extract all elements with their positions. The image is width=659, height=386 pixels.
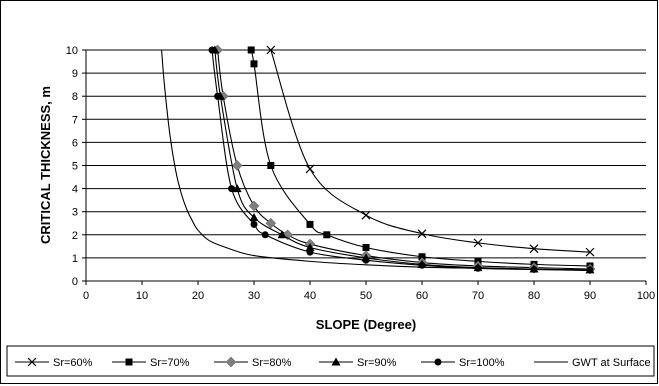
y-axis-title: CRITICAL THICKNESS, m	[38, 86, 53, 244]
legend-label: Sr=80%	[252, 357, 292, 369]
series-6	[161, 49, 591, 272]
y-tick-label: 10	[66, 45, 78, 57]
data-point	[214, 92, 222, 100]
legend: Sr=60% Sr=70% Sr=80% Sr=90% Sr=100% GWT at Su…	[15, 356, 651, 369]
x-tick-label: 50	[360, 290, 372, 302]
data-point	[247, 46, 255, 54]
legend-marker	[225, 356, 237, 368]
x-tick-label: 70	[472, 290, 484, 302]
y-tick-label: 3	[72, 207, 78, 219]
data-point	[305, 243, 315, 252]
data-point	[585, 247, 595, 257]
y-tick-label: 5	[72, 161, 78, 173]
legend-marker	[27, 357, 37, 367]
data-point	[417, 229, 427, 239]
data-point	[361, 210, 371, 220]
data-point	[305, 164, 315, 174]
legend-marker	[434, 358, 442, 366]
data-point	[231, 160, 243, 171]
data-point	[248, 200, 260, 212]
legend-label: Sr=60%	[53, 357, 93, 369]
legend-label: GWT at Surface	[572, 357, 651, 369]
series-line	[270, 49, 591, 253]
x-tick-label: 0	[83, 290, 89, 302]
data-point	[267, 162, 275, 169]
data-point	[266, 45, 276, 55]
series-line	[214, 49, 591, 271]
x-tick-label: 10	[136, 290, 148, 302]
x-tick-label: 40	[304, 290, 316, 302]
series-line	[161, 49, 591, 272]
y-tick-label: 2	[72, 230, 78, 242]
y-tick-label: 7	[72, 114, 78, 126]
legend-marker	[125, 358, 133, 366]
x-tick-label: 60	[416, 290, 428, 302]
data-point	[265, 217, 277, 229]
data-point	[473, 238, 483, 248]
data-point	[362, 256, 370, 264]
legend-entry: GWT at Surface	[534, 357, 651, 369]
y-tick-label: 4	[72, 184, 78, 196]
data-point	[208, 46, 216, 54]
x-axis-title: SLOPE (Degree)	[316, 317, 416, 332]
legend-label: Sr=90%	[357, 357, 397, 369]
legend-entry: Sr=70%	[112, 357, 190, 369]
x-tick-label: 90	[584, 290, 596, 302]
legend-label: Sr=100%	[459, 357, 505, 369]
data-point	[362, 244, 370, 252]
data-point	[232, 184, 242, 193]
axes	[82, 49, 647, 285]
x-tick-label: 20	[192, 290, 204, 302]
data-point	[277, 230, 287, 239]
series-layer	[161, 44, 596, 275]
data-point	[228, 185, 236, 193]
y-tick-label: 6	[72, 137, 78, 149]
data-point	[418, 253, 426, 261]
data-point	[586, 266, 594, 274]
gridlines	[86, 49, 646, 259]
legend-marker	[331, 357, 341, 366]
legend-entry: Sr=100%	[421, 357, 505, 369]
legend-label: Sr=70%	[150, 357, 190, 369]
legend-entry: Sr=90%	[319, 357, 397, 369]
series-4	[210, 45, 595, 274]
data-point	[529, 244, 539, 254]
legend-box	[6, 345, 655, 377]
data-point	[306, 220, 314, 228]
series-5	[208, 46, 594, 274]
legend-entry: Sr=60%	[15, 357, 93, 369]
data-point	[261, 231, 269, 239]
series-line	[217, 49, 591, 270]
data-point	[306, 248, 314, 256]
y-tick-label: 0	[72, 276, 78, 288]
data-point	[249, 212, 259, 221]
series-2	[247, 46, 594, 270]
data-point	[250, 60, 258, 68]
x-tick-label: 30	[248, 290, 260, 302]
series-1	[266, 45, 595, 257]
y-tick-label: 1	[72, 253, 78, 265]
data-point	[250, 220, 258, 228]
series-line	[250, 49, 591, 267]
y-tick-label: 9	[72, 68, 78, 80]
x-tick-label: 100	[637, 290, 655, 302]
legend-entry: Sr=80%	[214, 356, 292, 369]
x-tick-label: 80	[528, 290, 540, 302]
y-tick-label: 8	[72, 91, 78, 103]
data-point	[323, 231, 331, 239]
series-3	[212, 44, 596, 275]
